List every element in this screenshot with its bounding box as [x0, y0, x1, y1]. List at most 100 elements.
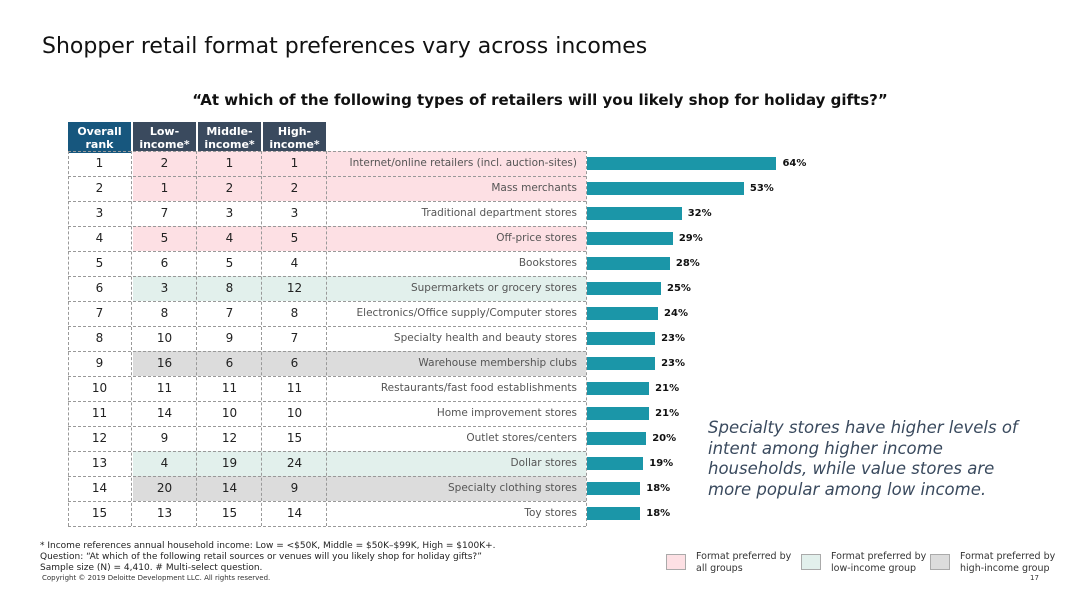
bar-value-label: 32% [687, 208, 712, 219]
row-divider [68, 201, 586, 202]
bar-value-label: 28% [675, 258, 700, 269]
row-highlight [133, 351, 586, 376]
header-low-line2: income* [139, 138, 190, 151]
middle-income-rank-cell: 1 [225, 156, 234, 170]
low-income-rank-cell: 6 [160, 256, 169, 270]
bar [587, 507, 641, 520]
footnote-sample: Sample size (N) = 4,410. # Multi-select … [40, 563, 263, 573]
bar-value-label: 23% [661, 358, 686, 369]
overall-rank-cell: 14 [91, 481, 108, 495]
middle-income-rank-cell: 12 [221, 431, 238, 445]
legend-all-line2: all groups [696, 563, 743, 574]
retailer-label: Specialty clothing stores [448, 482, 577, 494]
low-income-rank-cell: 7 [160, 206, 169, 220]
low-income-rank-cell: 9 [160, 431, 169, 445]
bar-value-label: 29% [678, 233, 703, 244]
low-income-rank-cell: 20 [156, 481, 173, 495]
header-high-line1: High- [277, 125, 312, 138]
legend-swatch-all-groups [666, 554, 686, 570]
overall-rank-cell: 4 [95, 231, 104, 245]
copyright: Copyright © 2019 Deloitte Development LL… [42, 574, 271, 582]
row-divider [68, 451, 586, 452]
row-divider [68, 401, 586, 402]
retailer-label: Mass merchants [491, 182, 577, 194]
row-divider [68, 376, 586, 377]
row-highlight [133, 476, 586, 501]
low-income-rank-cell: 2 [160, 156, 169, 170]
bar [587, 357, 656, 370]
high-income-rank-cell: 15 [286, 431, 303, 445]
high-income-rank-cell: 2 [290, 181, 299, 195]
column-divider [261, 151, 262, 526]
middle-income-rank-cell: 4 [225, 231, 234, 245]
survey-question: “At which of the following types of reta… [192, 91, 888, 109]
high-income-rank-cell: 11 [286, 381, 303, 395]
low-income-rank-cell: 13 [156, 506, 173, 520]
bar-value-label: 24% [664, 308, 688, 319]
high-income-rank-cell: 8 [290, 306, 299, 320]
row-divider [68, 301, 586, 302]
bar [587, 457, 644, 470]
overall-rank-cell: 10 [91, 381, 108, 395]
legend-high-line1: Format preferred by [960, 551, 1056, 562]
middle-income-rank-cell: 6 [225, 356, 234, 370]
bar-value-label: 21% [655, 383, 680, 394]
row-divider [68, 151, 586, 152]
high-income-rank-cell: 9 [290, 481, 299, 495]
retailer-label: Supermarkets or grocery stores [410, 282, 577, 294]
overall-rank-cell: 2 [95, 181, 104, 195]
bar-value-label: 23% [661, 333, 686, 344]
legend-low-income: Format preferred by low-income group [831, 551, 926, 575]
overall-rank-cell: 1 [95, 156, 104, 170]
retailer-label: Toy stores [524, 507, 577, 519]
legend-swatch-low-income [801, 554, 821, 570]
overall-rank-cell: 3 [95, 206, 104, 220]
row-divider [68, 176, 586, 177]
low-income-rank-cell: 16 [156, 356, 173, 370]
overall-rank-cell: 9 [95, 356, 104, 370]
bar [587, 157, 777, 170]
middle-income-rank-cell: 5 [225, 256, 234, 270]
middle-income-rank-cell: 9 [225, 331, 234, 345]
header-low-income: Low- income* [133, 122, 196, 153]
insight-note: Specialty stores have higher levels of i… [708, 418, 1018, 499]
middle-income-rank-cell: 8 [225, 281, 234, 295]
low-income-rank-cell: 5 [160, 231, 169, 245]
low-income-rank-cell: 3 [160, 281, 169, 295]
row-divider [68, 426, 586, 427]
row-divider [68, 276, 586, 277]
header-low-line1: Low- [149, 125, 180, 138]
bar [587, 482, 641, 495]
high-income-rank-cell: 24 [286, 456, 303, 470]
bar [587, 407, 650, 420]
overall-rank-cell: 5 [95, 256, 104, 270]
legend-high-income: Format preferred by high-income group [960, 551, 1055, 575]
legend-all-groups: Format preferred by all groups [696, 551, 791, 575]
overall-rank-cell: 12 [91, 431, 108, 445]
middle-income-rank-cell: 15 [221, 506, 238, 520]
retailer-label: Warehouse membership clubs [418, 357, 577, 369]
footnote-income: * Income references annual household inc… [40, 541, 496, 551]
row-divider [68, 501, 586, 502]
bar [587, 382, 650, 395]
column-divider [196, 151, 197, 526]
legend-all-line1: Format preferred by [696, 551, 792, 562]
overall-rank-cell: 7 [95, 306, 104, 320]
high-income-rank-cell: 3 [290, 206, 299, 220]
high-income-rank-cell: 1 [290, 156, 299, 170]
legend-low-line1: Format preferred by [831, 551, 927, 562]
middle-income-rank-cell: 7 [225, 306, 234, 320]
row-highlight [133, 176, 586, 201]
legend-high-line2: high-income group [960, 563, 1050, 574]
middle-income-rank-cell: 14 [221, 481, 238, 495]
retailer-label: Traditional department stores [421, 207, 578, 219]
retailer-label: Dollar stores [510, 457, 577, 469]
high-income-rank-cell: 14 [286, 506, 303, 520]
page-title: Shopper retail format preferences vary a… [42, 34, 648, 59]
bar-value-label: 18% [646, 483, 671, 494]
high-income-rank-cell: 7 [290, 331, 299, 345]
bar-value-label: 21% [655, 408, 680, 419]
header-middle-line1: Middle- [206, 125, 253, 138]
column-divider [131, 151, 132, 526]
low-income-rank-cell: 10 [156, 331, 173, 345]
